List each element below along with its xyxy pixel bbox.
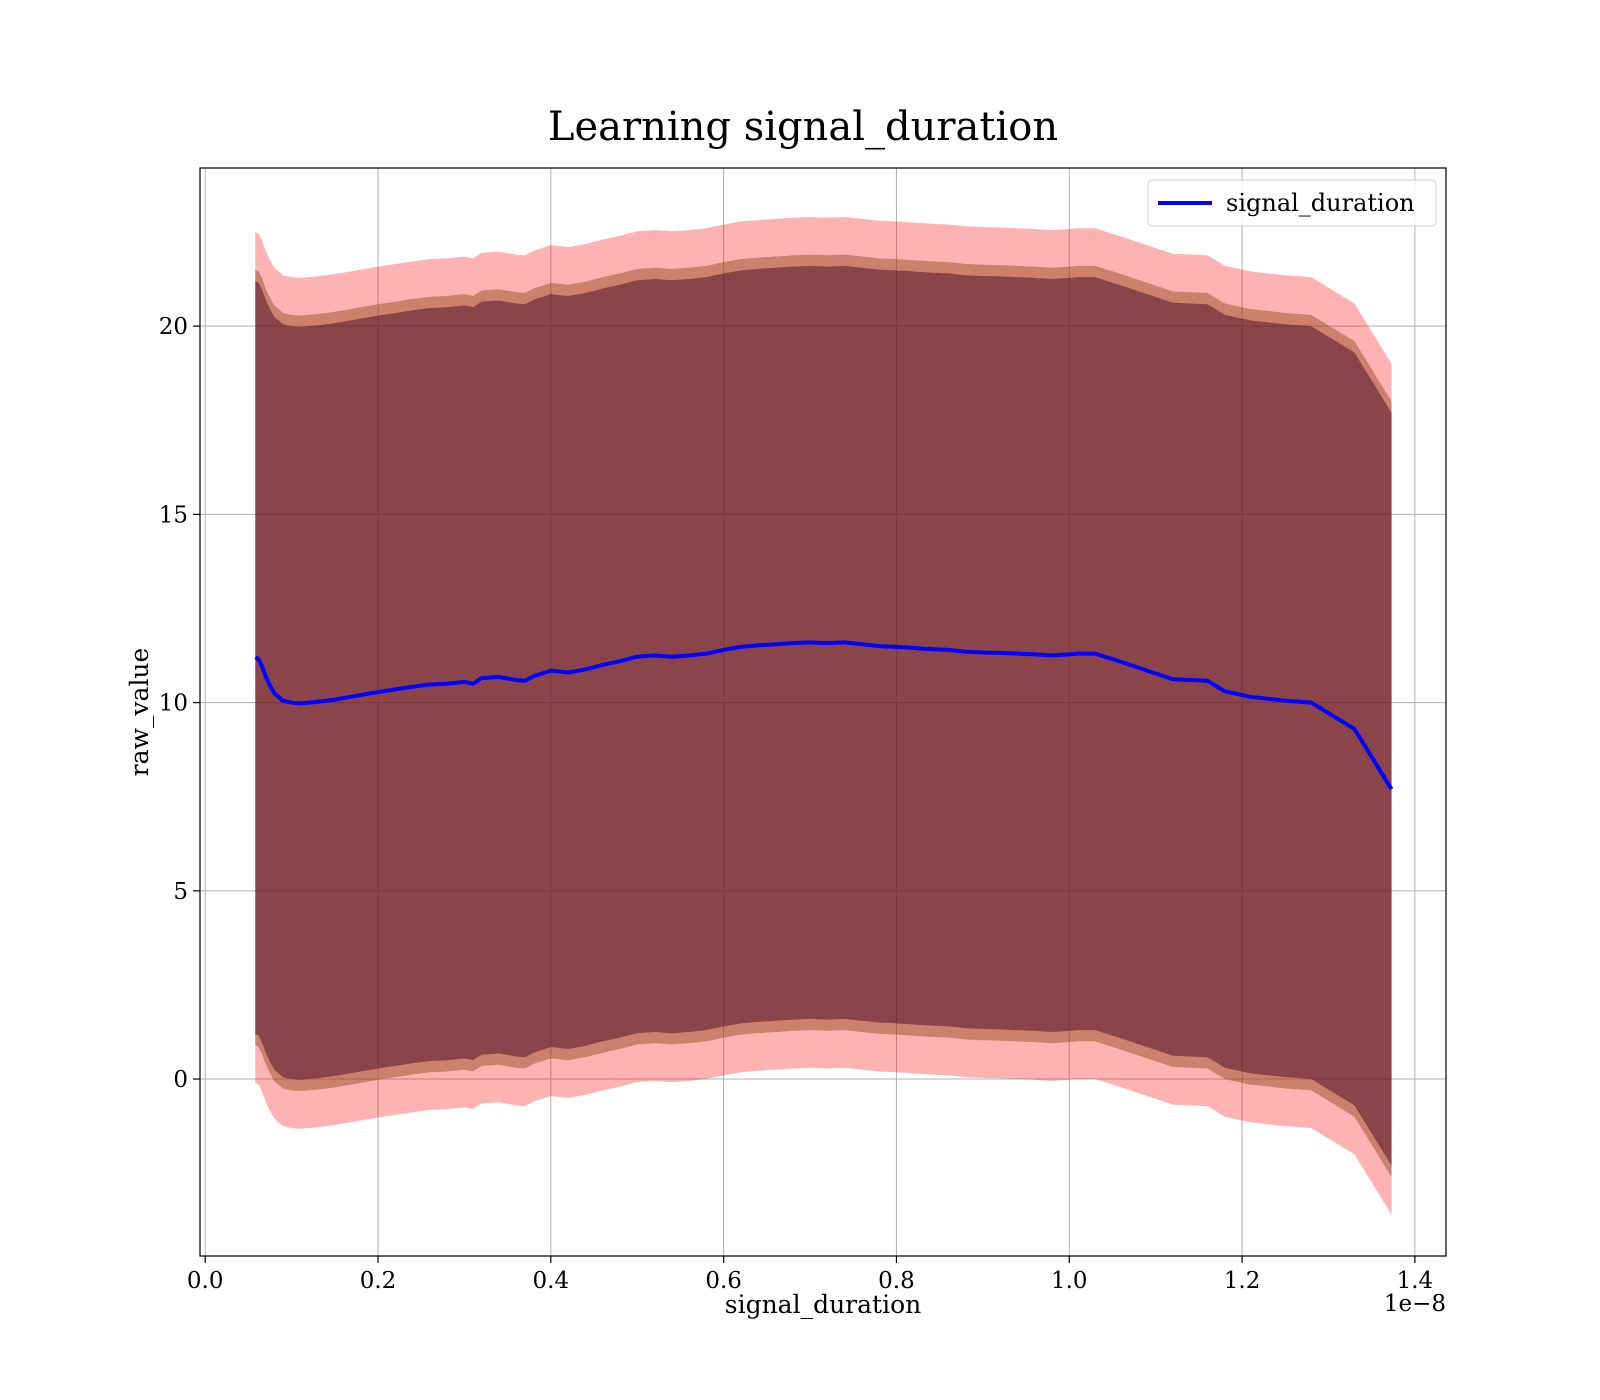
legend: signal_duration [1147,179,1437,227]
x-tick-label: 0.0 [187,1268,224,1294]
x-tick-label: 1.0 [1051,1268,1088,1294]
y-tick-label: 5 [173,879,188,905]
series-line-signal-duration [254,640,1394,791]
x-tick-label: 0.6 [705,1268,742,1294]
x-tick-label: 1.2 [1224,1268,1261,1294]
y-tick-label: 0 [173,1067,188,1093]
y-axis-ticks: 0 5 10 15 20 [159,314,200,1093]
std-bands [255,216,1392,1215]
inner-band [255,265,1392,1166]
x-axis-ticks: 0.0 0.2 0.4 0.6 0.8 1.0 1.2 1.4 [187,1256,1433,1294]
x-tick-label: 1.4 [1397,1268,1434,1294]
y-tick-label: 20 [159,314,188,340]
x-axis-label: signal_duration [725,1290,921,1319]
legend-label-signal-duration: signal_duration [1226,189,1415,217]
y-axis-label: raw_value [125,648,154,777]
x-tick-label: 0.8 [878,1268,915,1294]
y-tick-label: 15 [159,502,188,528]
legend-box [1147,179,1437,227]
series-lines [254,640,1394,791]
x-axis-offset-label: 1e−8 [1384,1291,1446,1317]
plot-frame [199,167,1447,1257]
x-tick-label: 0.4 [533,1268,570,1294]
x-tick-label: 0.2 [360,1268,397,1294]
chart-title: Learning signal_duration [548,104,1058,150]
y-tick-label: 10 [159,691,188,717]
